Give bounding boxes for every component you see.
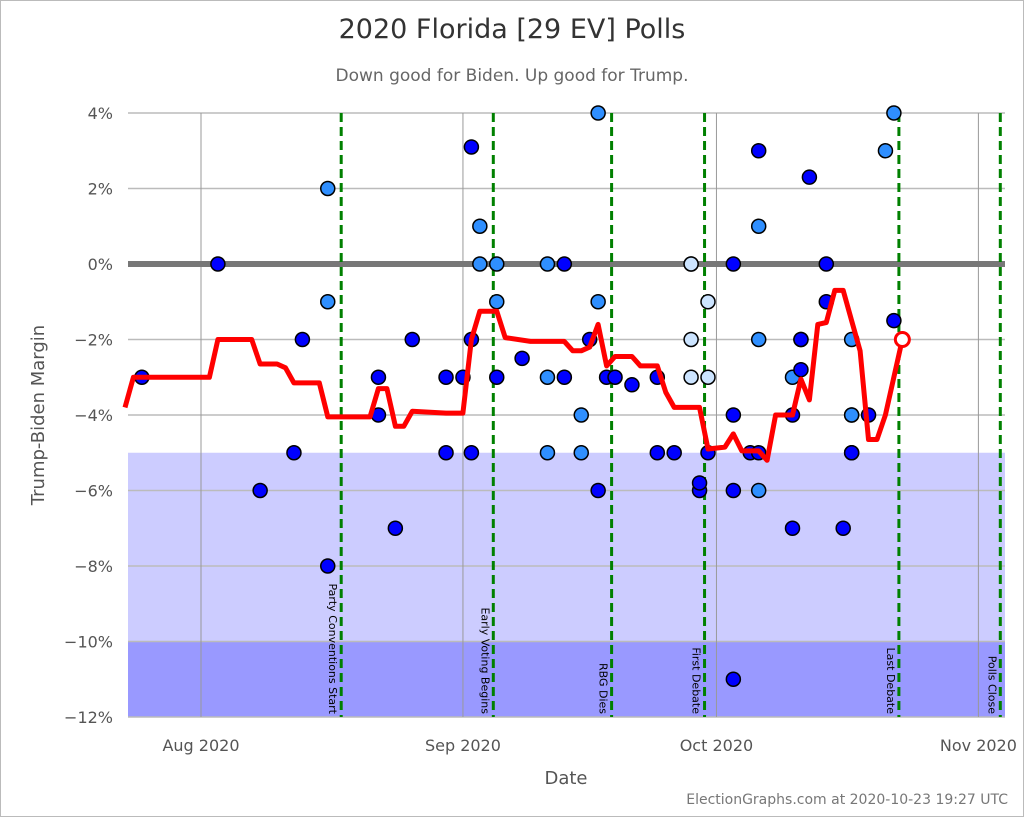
event-label: RBG Dies bbox=[597, 663, 610, 714]
poll-point bbox=[793, 361, 809, 378]
poll-point bbox=[438, 445, 454, 461]
poll-point bbox=[801, 169, 818, 185]
y-tick-label: 2% bbox=[88, 180, 113, 199]
poll-point bbox=[750, 331, 767, 348]
poll-point bbox=[691, 475, 708, 491]
poll-point bbox=[590, 105, 606, 121]
poll-point bbox=[784, 520, 801, 536]
poll-point bbox=[843, 407, 860, 423]
y-tick-label: −12% bbox=[64, 708, 113, 727]
poll-point bbox=[438, 369, 454, 385]
poll-point bbox=[463, 139, 480, 155]
plot-area: 4% 2% 0% −2% −4% −6% −8% −10% −12% Aug 2020 Sep 20… bbox=[64, 104, 1017, 755]
poll-point bbox=[700, 369, 716, 385]
footer-credit: ElectionGraphs.com at 2020-10-23 19:27 U… bbox=[686, 792, 1008, 808]
event-label: Party Conventions Start bbox=[326, 583, 339, 714]
y-tick-label: −8% bbox=[74, 557, 113, 576]
poll-point bbox=[286, 445, 302, 461]
y-tick-label: 0% bbox=[88, 255, 113, 274]
poll-point bbox=[649, 445, 666, 461]
poll-point bbox=[886, 312, 902, 329]
poll-point bbox=[683, 331, 699, 348]
poll-point bbox=[590, 294, 606, 310]
poll-point bbox=[556, 369, 573, 385]
chart-title: 2020 Florida [29 EV] Polls bbox=[338, 14, 686, 45]
poll-point bbox=[725, 482, 742, 499]
poll-point bbox=[252, 482, 268, 499]
poll-point bbox=[725, 671, 742, 687]
shaded-band bbox=[128, 452, 1005, 642]
poll-point bbox=[210, 256, 226, 272]
poll-point bbox=[320, 294, 336, 310]
x-tick-label: Aug 2020 bbox=[162, 736, 239, 755]
event-label: Polls Close bbox=[985, 656, 998, 715]
poll-point bbox=[818, 256, 835, 272]
average-line bbox=[122, 287, 905, 463]
poll-point bbox=[843, 445, 860, 461]
poll-point bbox=[886, 105, 902, 121]
event-label: First Debate bbox=[690, 647, 703, 714]
poll-point bbox=[607, 369, 623, 385]
poll-point bbox=[750, 143, 767, 159]
poll-point bbox=[835, 520, 851, 536]
poll-point bbox=[793, 331, 809, 348]
poll-point bbox=[539, 369, 556, 385]
poll-point bbox=[556, 256, 573, 272]
poll-point bbox=[877, 143, 894, 159]
y-tick-label: −6% bbox=[74, 482, 113, 501]
poll-point bbox=[489, 256, 505, 272]
event-label: Last Debate bbox=[884, 648, 897, 715]
poll-point bbox=[700, 294, 716, 310]
poll-point bbox=[590, 482, 606, 499]
poll-point bbox=[573, 407, 589, 423]
poll-point bbox=[750, 482, 767, 499]
poll-point bbox=[624, 377, 640, 393]
event-label: Early Voting Begins bbox=[478, 607, 491, 714]
poll-point bbox=[320, 558, 336, 574]
poll-point bbox=[472, 218, 488, 234]
poll-point bbox=[320, 180, 336, 197]
poll-point bbox=[387, 520, 404, 536]
x-tick-label: Oct 2020 bbox=[680, 736, 753, 755]
average-endpoint bbox=[893, 331, 911, 348]
poll-point bbox=[539, 445, 556, 461]
y-tick-label: −10% bbox=[64, 633, 113, 652]
poll-point bbox=[514, 350, 530, 367]
poll-point bbox=[666, 445, 682, 461]
poll-point bbox=[472, 256, 488, 272]
y-tick-label: −2% bbox=[74, 331, 113, 350]
poll-point bbox=[463, 445, 480, 461]
poll-point bbox=[683, 369, 699, 385]
poll-point bbox=[683, 256, 699, 272]
poll-point bbox=[725, 256, 742, 272]
x-axis-title: Date bbox=[544, 768, 587, 789]
poll-point bbox=[539, 256, 556, 272]
poll-point bbox=[404, 331, 420, 348]
y-tick-label: 4% bbox=[88, 104, 113, 123]
poll-point bbox=[489, 294, 505, 310]
chart-subtitle: Down good for Biden. Up good for Trump. bbox=[335, 66, 689, 86]
y-axis-title: Trump-Biden Margin bbox=[28, 325, 49, 506]
poll-point bbox=[573, 445, 589, 461]
poll-point bbox=[489, 369, 505, 385]
shaded-band bbox=[128, 641, 1005, 717]
x-tick-label: Nov 2020 bbox=[940, 736, 1017, 755]
poll-point bbox=[750, 218, 767, 234]
x-tick-label: Sep 2020 bbox=[425, 736, 501, 755]
poll-point bbox=[370, 369, 387, 385]
poll-point bbox=[725, 407, 742, 423]
poll-point bbox=[294, 331, 311, 348]
y-tick-label: −4% bbox=[74, 406, 113, 425]
